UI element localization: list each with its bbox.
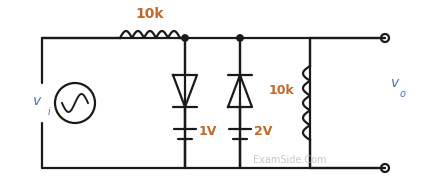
Text: o: o [400, 89, 406, 99]
Text: ExamSide.Com: ExamSide.Com [253, 155, 327, 165]
Text: v: v [33, 94, 41, 108]
Text: 10k: 10k [268, 85, 294, 98]
Circle shape [182, 35, 188, 41]
Text: 1V: 1V [199, 125, 217, 138]
Text: i: i [48, 107, 51, 117]
Text: 2V: 2V [254, 125, 272, 138]
Circle shape [237, 35, 243, 41]
Text: v: v [391, 76, 399, 90]
Text: 10k: 10k [136, 7, 164, 21]
